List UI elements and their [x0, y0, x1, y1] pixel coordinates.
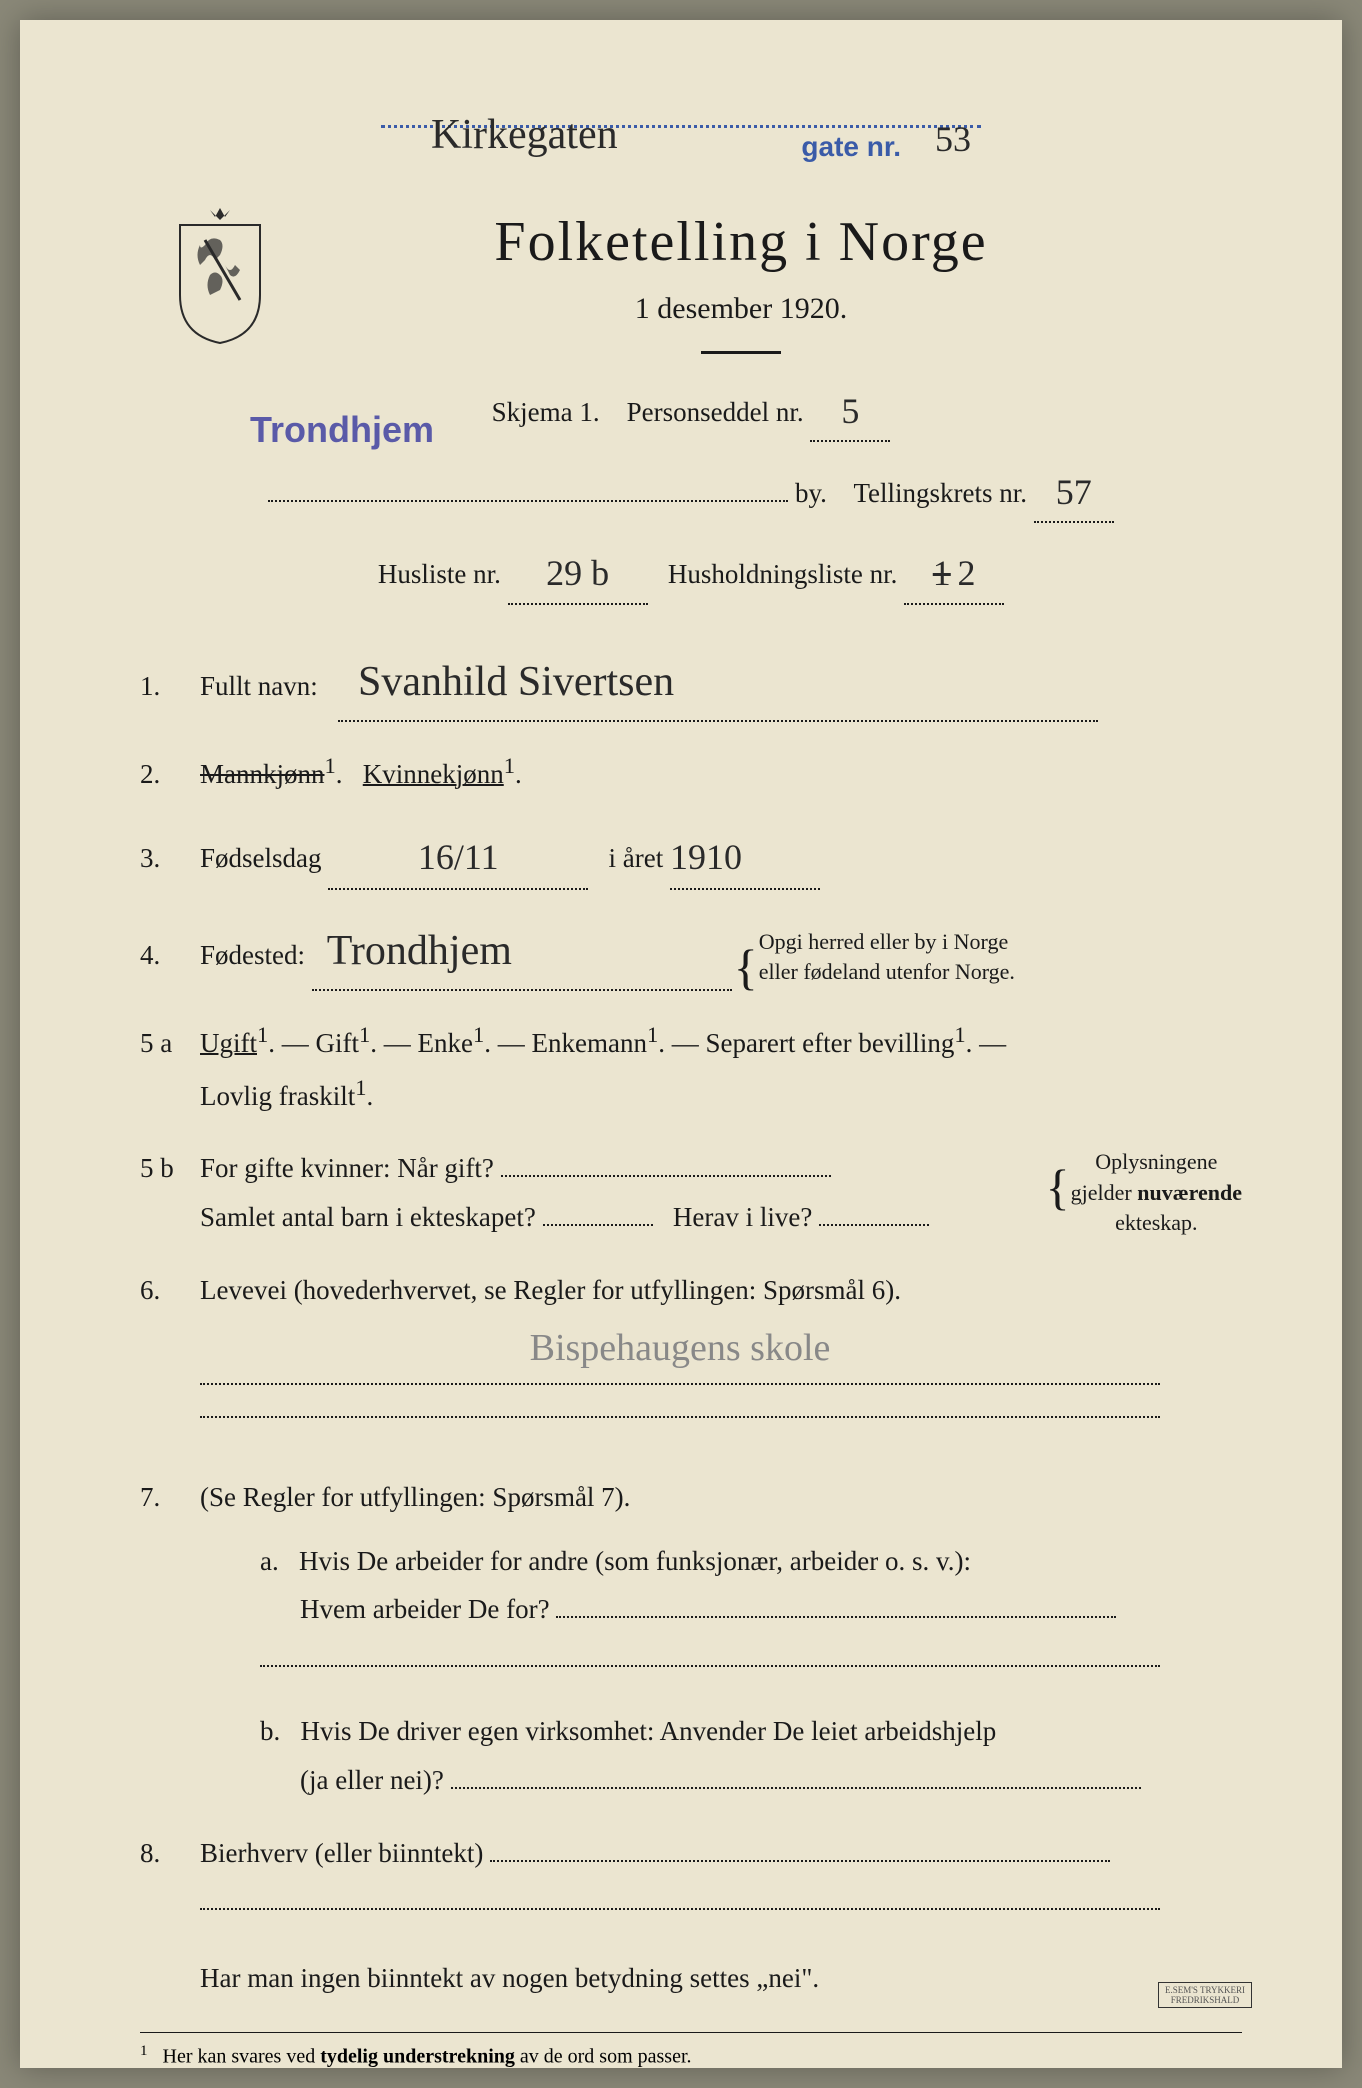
- q4-value: Trondhjem: [312, 928, 512, 974]
- q3-num: 3.: [140, 843, 200, 874]
- tellingskrets-nr: 57: [1056, 472, 1092, 512]
- skjema-label: Skjema 1.: [492, 397, 600, 427]
- q4-num: 4.: [140, 940, 200, 971]
- personseddel-label: Personseddel nr.: [627, 397, 804, 427]
- q7b: b. Hvis De driver egen virksomhet: Anven…: [260, 1707, 1242, 1804]
- q2-sup2: 1: [504, 753, 515, 778]
- q5a-row: 5 a Ugift1. — Gift1. — Enke1. — Enkemann…: [140, 1015, 1242, 1120]
- q5a-sup1: 1: [257, 1022, 268, 1047]
- q1-row: 1. Fullt navn: Svanhild Sivertsen: [140, 645, 1242, 723]
- q3-year: 1910: [670, 837, 742, 877]
- husholdning-label: Husholdningsliste nr.: [668, 559, 898, 589]
- q2-num: 2.: [140, 759, 200, 790]
- q4-row: 4. Fødested: Trondhjem Opgi herred eller…: [140, 914, 1242, 992]
- q2-sup1: 1: [325, 753, 336, 778]
- street-line: Kirkegaten gate nr. 53: [381, 123, 981, 128]
- husholdning-nr: 2: [958, 553, 976, 593]
- q5b-note2: gjelder nuværende: [1071, 1180, 1242, 1205]
- q5b-note: Oplysningene gjelder nuværende ekteskap.: [1071, 1147, 1242, 1239]
- husliste-nr: 29 b: [546, 553, 609, 593]
- q6-row: 6. Levevei (hovederhvervet, se Regler fo…: [140, 1266, 1242, 1434]
- husholdning-strike: 1: [933, 553, 951, 593]
- q6-num: 6.: [140, 1275, 200, 1306]
- q1-value: Svanhild Sivertsen: [338, 659, 674, 705]
- coat-of-arms-icon: [170, 205, 270, 345]
- q7b-text1: Hvis De driver egen virksomhet: Anvender…: [301, 1716, 997, 1746]
- q7-num: 7.: [140, 1482, 200, 1513]
- printer1: E.SEM'S TRYKKERI: [1165, 1985, 1245, 1995]
- q2-row: 2. Mannkjønn1. Kvinnekjønn1.: [140, 746, 1242, 799]
- questions-block: 1. Fullt navn: Svanhild Sivertsen 2. Man…: [140, 645, 1242, 2069]
- q5a-sup3: 1: [473, 1022, 484, 1047]
- q5a-lovlig: Lovlig fraskilt: [200, 1081, 355, 1111]
- q3-row: 3. Fødselsdag 16/11 i året 1910: [140, 823, 1242, 890]
- gate-label-stamp: gate nr.: [801, 131, 901, 163]
- q4-note: Opgi herred eller by i Norge eller fødel…: [759, 927, 1015, 989]
- q5a-enke: Enke: [418, 1028, 473, 1058]
- q3-day: 16/11: [418, 837, 499, 877]
- tellingskrets-label: Tellingskrets nr.: [853, 478, 1027, 508]
- gate-number: 53: [935, 118, 971, 160]
- q7a-text2: Hvem arbeider De for?: [300, 1594, 550, 1624]
- street-header: Kirkegaten gate nr. 53: [331, 115, 1031, 133]
- footer-note: Har man ingen biinntekt av nogen betydni…: [200, 1956, 1242, 2002]
- q7-row: 7. (Se Regler for utfyllingen: Spørsmål …: [140, 1473, 1242, 1805]
- q8-num: 8.: [140, 1838, 200, 1869]
- title-divider: [701, 351, 781, 354]
- form-metadata: Trondhjem Skjema 1. Personseddel nr. 5 b…: [140, 379, 1242, 605]
- footnote-num: 1: [140, 2043, 148, 2059]
- q7b-text2: (ja eller nei)?: [300, 1765, 444, 1795]
- footnote-text: Her kan svares ved tydelig understreknin…: [163, 2045, 692, 2067]
- q5b-note1: Oplysningene: [1095, 1149, 1217, 1174]
- q3-year-label: i året: [609, 843, 664, 873]
- q5b-row: 5 b For gifte kvinner: Når gift? Samlet …: [140, 1144, 1242, 1241]
- norway-coat-arms: [170, 205, 270, 345]
- q4-note1: Opgi herred eller by i Norge: [759, 929, 1008, 954]
- q4-label: Fødested:: [200, 940, 305, 970]
- husliste-label: Husliste nr.: [378, 559, 501, 589]
- census-form-page: Kirkegaten gate nr. 53 Folketelling i No…: [20, 20, 1342, 2068]
- q1-label: Fullt navn:: [200, 671, 318, 701]
- main-title: Folketelling i Norge: [240, 210, 1242, 274]
- q5b-label1: For gifte kvinner: Når gift?: [200, 1153, 494, 1183]
- q5a-enkemann: Enkemann: [531, 1028, 646, 1058]
- q7b-label: b.: [260, 1716, 280, 1746]
- q5a-sup6: 1: [355, 1075, 366, 1100]
- q5b-label3: Herav i live?: [673, 1202, 812, 1232]
- q5a-separert: Separert efter bevilling: [705, 1028, 954, 1058]
- q7a: a. Hvis De arbeider for andre (som funks…: [260, 1537, 1242, 1683]
- q8-label: Bierhverv (eller biinntekt): [200, 1838, 483, 1868]
- footnote-line: 1 Her kan svares ved tydelig understrekn…: [140, 2032, 1242, 2069]
- q5b-label2: Samlet antal barn i ekteskapet?: [200, 1202, 536, 1232]
- printer2: FREDRIKSHALD: [1171, 1995, 1240, 2005]
- q6-value: Bispehaugens skole: [530, 1327, 831, 1369]
- q3-label: Fødselsdag: [200, 843, 322, 873]
- q7a-label: a.: [260, 1546, 279, 1576]
- q5a-gift: Gift: [316, 1028, 360, 1058]
- q2-mann: Mannkjønn: [200, 759, 325, 789]
- city-stamp: Trondhjem: [250, 399, 434, 460]
- q7a-text1: Hvis De arbeider for andre (som funksjon…: [299, 1546, 971, 1576]
- q5a-sup4: 1: [647, 1022, 658, 1047]
- census-date: 1 desember 1920.: [240, 292, 1242, 326]
- q8-row: 8. Bierhverv (eller biinntekt): [140, 1829, 1242, 1926]
- q2-kvinne: Kvinnekjønn: [363, 759, 504, 789]
- q5a-ugift: Ugift: [200, 1028, 257, 1058]
- q5a-sup5: 1: [954, 1022, 965, 1047]
- printer-mark: E.SEM'S TRYKKERI FREDRIKSHALD: [1158, 1982, 1252, 2008]
- q4-note2: eller fødeland utenfor Norge.: [759, 959, 1015, 984]
- q5a-num: 5 a: [140, 1028, 200, 1059]
- street-name: Kirkegaten: [431, 111, 618, 159]
- q5b-note3: ekteskap.: [1115, 1210, 1197, 1235]
- q5a-sup2: 1: [359, 1022, 370, 1047]
- q7-label: (Se Regler for utfyllingen: Spørsmål 7).: [200, 1482, 630, 1512]
- title-block: Folketelling i Norge 1 desember 1920.: [240, 210, 1242, 354]
- personseddel-nr: 5: [841, 391, 859, 431]
- q6-label: Levevei (hovederhvervet, se Regler for u…: [200, 1275, 901, 1305]
- by-label: by.: [795, 478, 827, 508]
- q5b-num: 5 b: [140, 1153, 200, 1184]
- q1-num: 1.: [140, 671, 200, 702]
